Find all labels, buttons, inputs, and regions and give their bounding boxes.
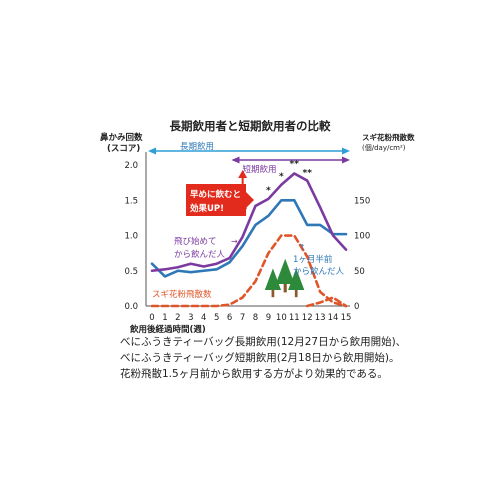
x-tick-label: 3 xyxy=(188,313,193,323)
tree-trunk xyxy=(271,290,275,298)
callout-box xyxy=(186,184,246,216)
long-term-bracket-label: 長期飲用 xyxy=(180,141,214,152)
x-tick-label: 9 xyxy=(266,313,271,323)
significance-star: ** xyxy=(302,169,312,179)
tree-icon xyxy=(288,268,305,290)
y-tick-label: 0.5 xyxy=(124,267,138,277)
x-tick-label: 11 xyxy=(289,313,300,323)
x-tick-label: 10 xyxy=(276,313,287,323)
y2-tick-label: 0 xyxy=(354,302,359,312)
series-line-1 xyxy=(150,172,348,273)
tree-trunk xyxy=(283,284,287,293)
y2-tick-label: 150 xyxy=(354,196,370,206)
early-group-arrow: → xyxy=(231,237,238,246)
early-group-label-line-2: から飲んだ人 xyxy=(174,249,226,260)
y-tick-label: 2.0 xyxy=(124,161,138,171)
y2-axis-label-line-2: (個/day/cm²) xyxy=(362,143,406,152)
x-tick-label: 7 xyxy=(240,313,245,323)
callout-line-2: 効果UP! xyxy=(190,203,224,214)
x-tick-label: 15 xyxy=(341,313,352,323)
caption-line-2: べにふうきティーバッグ短期飲用(2月18日から飲用開始)。 xyxy=(120,352,400,364)
series-line-0 xyxy=(150,198,348,278)
long-term-bracket-arrowhead xyxy=(342,147,350,155)
y-tick-label: 1.5 xyxy=(124,196,138,206)
short-term-bracket-arrowhead xyxy=(342,156,350,164)
long-term-bracket-arrowhead xyxy=(148,147,156,155)
pollen-series-label: スギ花粉飛散数 xyxy=(152,289,212,300)
x-tick-label: 13 xyxy=(315,313,326,323)
x-tick-label: 5 xyxy=(214,313,219,323)
tree-trunk xyxy=(294,290,298,298)
caption-line-3: 花粉飛散1.5ヶ月前から飲用する方がより効果的である。 xyxy=(120,368,388,380)
late-group-arrow: ↑ xyxy=(299,243,306,252)
y-tick-label: 1.0 xyxy=(124,232,138,242)
x-tick-label: 12 xyxy=(302,313,313,323)
chart-caption: べにふうきティーバッグ長期飲用(12月27日から飲用開始)、 べにふうきティーバ… xyxy=(120,334,490,382)
y2-tick-label: 50 xyxy=(354,267,365,277)
significance-star: ** xyxy=(290,159,300,169)
y-axis-label-line-1: 鼻かみ回数 xyxy=(100,132,143,143)
x-tick-label: 14 xyxy=(328,313,339,323)
x-axis-label: 飲用後経過時間(週) xyxy=(129,324,206,335)
callout-line-1: 早めに飲むと xyxy=(190,189,241,200)
caption-line-1: べにふうきティーバッグ長期飲用(12月27日から飲用開始)、 xyxy=(120,336,407,348)
series-line-segment-3 xyxy=(305,296,348,308)
x-tick-label: 6 xyxy=(227,313,232,323)
significance-star: * xyxy=(279,172,284,182)
short-term-bracket-arrowhead xyxy=(231,156,240,164)
callout-arrowhead xyxy=(238,169,248,178)
series-line-2 xyxy=(150,234,348,308)
y2-axis-label-line-1: スギ花粉飛散数 xyxy=(362,132,415,142)
x-tick-label: 4 xyxy=(201,313,206,323)
late-group-label-line-2: から飲んだ人 xyxy=(293,266,345,277)
x-tick-label: 1 xyxy=(162,313,167,323)
y-tick-label: 0.0 xyxy=(124,302,138,312)
late-group-label-line-1: 1ヶ月半前 xyxy=(293,254,333,265)
short-term-bracket-label: 短期飲用 xyxy=(243,164,277,175)
tree-icon xyxy=(264,268,282,290)
y2-tick-label: 100 xyxy=(354,232,370,242)
callout-arrowhead xyxy=(238,207,248,216)
significance-star: * xyxy=(266,186,271,196)
tree-icon xyxy=(275,258,295,284)
callout-pointer xyxy=(246,192,254,208)
early-group-label-line-1: 飛び始めて xyxy=(174,236,217,247)
x-tick-label: 2 xyxy=(175,313,180,323)
chart-title: 長期飲用者と短期飲用者の比較 xyxy=(170,119,331,133)
x-tick-label: 0 xyxy=(149,313,154,323)
x-tick-label: 8 xyxy=(253,313,258,323)
y-axis-label-line-2: (スコア) xyxy=(107,144,140,154)
chart-svg: 長期飲用者と短期飲用者の比較鼻かみ回数(スコア)スギ花粉飛散数(個/day/cm… xyxy=(100,119,415,335)
